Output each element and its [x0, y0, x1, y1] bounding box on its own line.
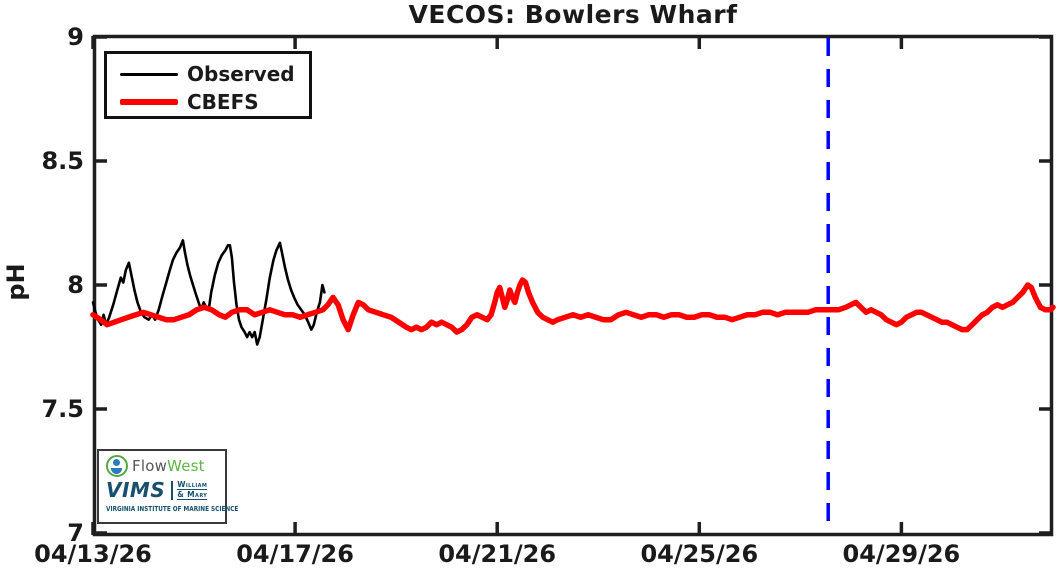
vims-wm-separator: [171, 480, 174, 500]
legend: Observed CBEFS: [104, 51, 312, 119]
wm-line1: William: [177, 480, 208, 490]
vims-logo: VIMS William & Mary: [106, 477, 219, 503]
y-tick-label: 8: [67, 271, 84, 299]
flowwest-word-flow: Flow: [132, 457, 168, 475]
william-and-mary-wordmark: William & Mary: [177, 480, 208, 500]
vims-caption: VIRGINIA INSTITUTE OF MARINE SCIENCE: [106, 505, 239, 513]
flowwest-wordmark: FlowWest: [132, 457, 205, 475]
legend-label-observed: Observed: [187, 62, 295, 86]
cbefs-line-sample: [120, 99, 178, 105]
legend-label-cbefs: CBEFS: [187, 90, 259, 114]
x-tick-label: 04/13/26: [34, 540, 152, 568]
y-tick-label: 7: [67, 519, 84, 547]
x-tick-label: 04/25/26: [640, 540, 759, 568]
x-tick-label: 04/17/26: [236, 540, 354, 568]
wm-line2: & Mary: [177, 490, 208, 500]
legend-item-observed: Observed: [120, 60, 309, 88]
flowwest-icon: [106, 455, 128, 477]
flowwest-logo: FlowWest: [106, 455, 219, 477]
flowwest-icon-head: [113, 458, 120, 466]
chart-title: VECOS: Bowlers Wharf: [408, 0, 738, 29]
y-tick-label: 8.5: [41, 147, 84, 175]
vims-wordmark: VIMS: [106, 478, 166, 502]
legend-item-cbefs: CBEFS: [120, 88, 309, 116]
series-line-observed: [91, 239, 326, 346]
y-tick-label: 9: [67, 23, 84, 51]
x-tick-label: 04/21/26: [438, 540, 557, 568]
x-tick-label: 04/29/26: [842, 540, 961, 568]
flowwest-icon-body: [111, 467, 122, 474]
y-tick-label: 7.5: [41, 395, 84, 423]
series-line-cbefs: [90, 277, 1056, 335]
observed-line-sample: [120, 72, 178, 76]
flowwest-word-west: West: [167, 457, 205, 475]
logo-box: FlowWest VIMS William & Mary VIRGINIA IN…: [97, 449, 239, 524]
